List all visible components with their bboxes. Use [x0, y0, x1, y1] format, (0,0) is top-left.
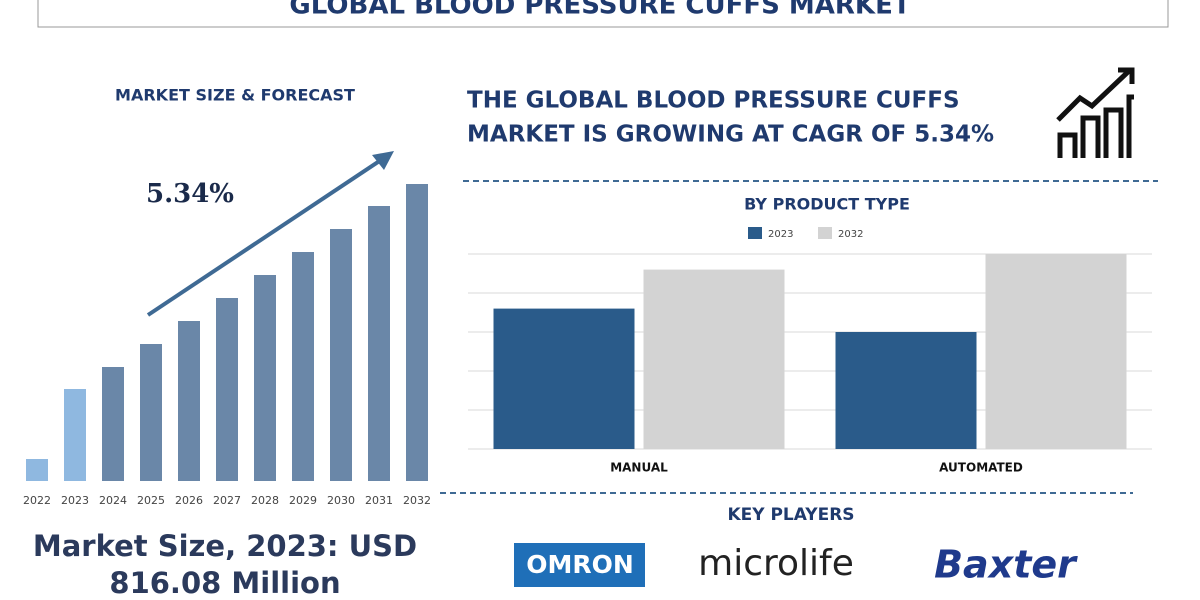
cagr-annotation: 5.34%: [146, 179, 234, 209]
headline: THE GLOBAL BLOOD PRESSURE CUFFS: [467, 88, 960, 114]
market-size: Market Size, 2023: USD: [33, 529, 417, 563]
page-title: GLOBAL BLOOD PRESSURE CUFFS MARKET: [289, 0, 910, 21]
market-size: 816.08 Million: [109, 566, 340, 600]
x-tick-label: 2026: [175, 494, 203, 507]
company-logo: microlife: [698, 543, 854, 584]
legend-label: 2032: [838, 229, 863, 240]
legend-swatch: [818, 227, 832, 239]
legend-swatch: [748, 227, 762, 239]
bar: [26, 459, 48, 481]
bar: [493, 308, 635, 449]
bar: [330, 229, 352, 481]
x-tick-label: AUTOMATED: [939, 461, 1023, 475]
x-tick-label: 2031: [365, 494, 393, 507]
x-tick-label: 2027: [213, 494, 241, 507]
bar: [102, 367, 124, 481]
bar: [292, 252, 314, 481]
bar: [254, 275, 276, 481]
x-tick-label: 2024: [99, 494, 127, 507]
company-logo: Baxter: [934, 543, 1078, 587]
bar: [368, 206, 390, 481]
x-tick-label: 2022: [23, 494, 51, 507]
bar: [406, 184, 428, 481]
chart-title: MARKET SIZE & FORECAST: [115, 86, 355, 105]
x-tick-label: 2025: [137, 494, 165, 507]
company-logo: OMRON: [526, 550, 634, 579]
bar: [643, 269, 785, 449]
x-tick-label: 2030: [327, 494, 355, 507]
headline: MARKET IS GROWING AT CAGR OF 5.34%: [467, 122, 994, 148]
x-tick-label: 2023: [61, 494, 89, 507]
legend-label: 2023: [768, 229, 793, 240]
x-tick-label: 2029: [289, 494, 317, 507]
x-tick-label: 2028: [251, 494, 279, 507]
growth-arrow: [146, 156, 386, 317]
bar: [985, 254, 1127, 449]
bar: [178, 321, 200, 481]
bar: [835, 332, 977, 449]
bar: [64, 389, 86, 481]
title-box: [37, 0, 1169, 28]
arrow-head: [372, 151, 394, 170]
logo-box: [514, 543, 645, 587]
chart-title: BY PRODUCT TYPE: [744, 195, 910, 214]
x-tick-label: 2032: [403, 494, 431, 507]
section-title: KEY PLAYERS: [727, 505, 854, 525]
x-tick-label: MANUAL: [610, 461, 668, 475]
growth-icon: [1056, 67, 1135, 158]
bar: [216, 298, 238, 481]
bar: [140, 344, 162, 481]
